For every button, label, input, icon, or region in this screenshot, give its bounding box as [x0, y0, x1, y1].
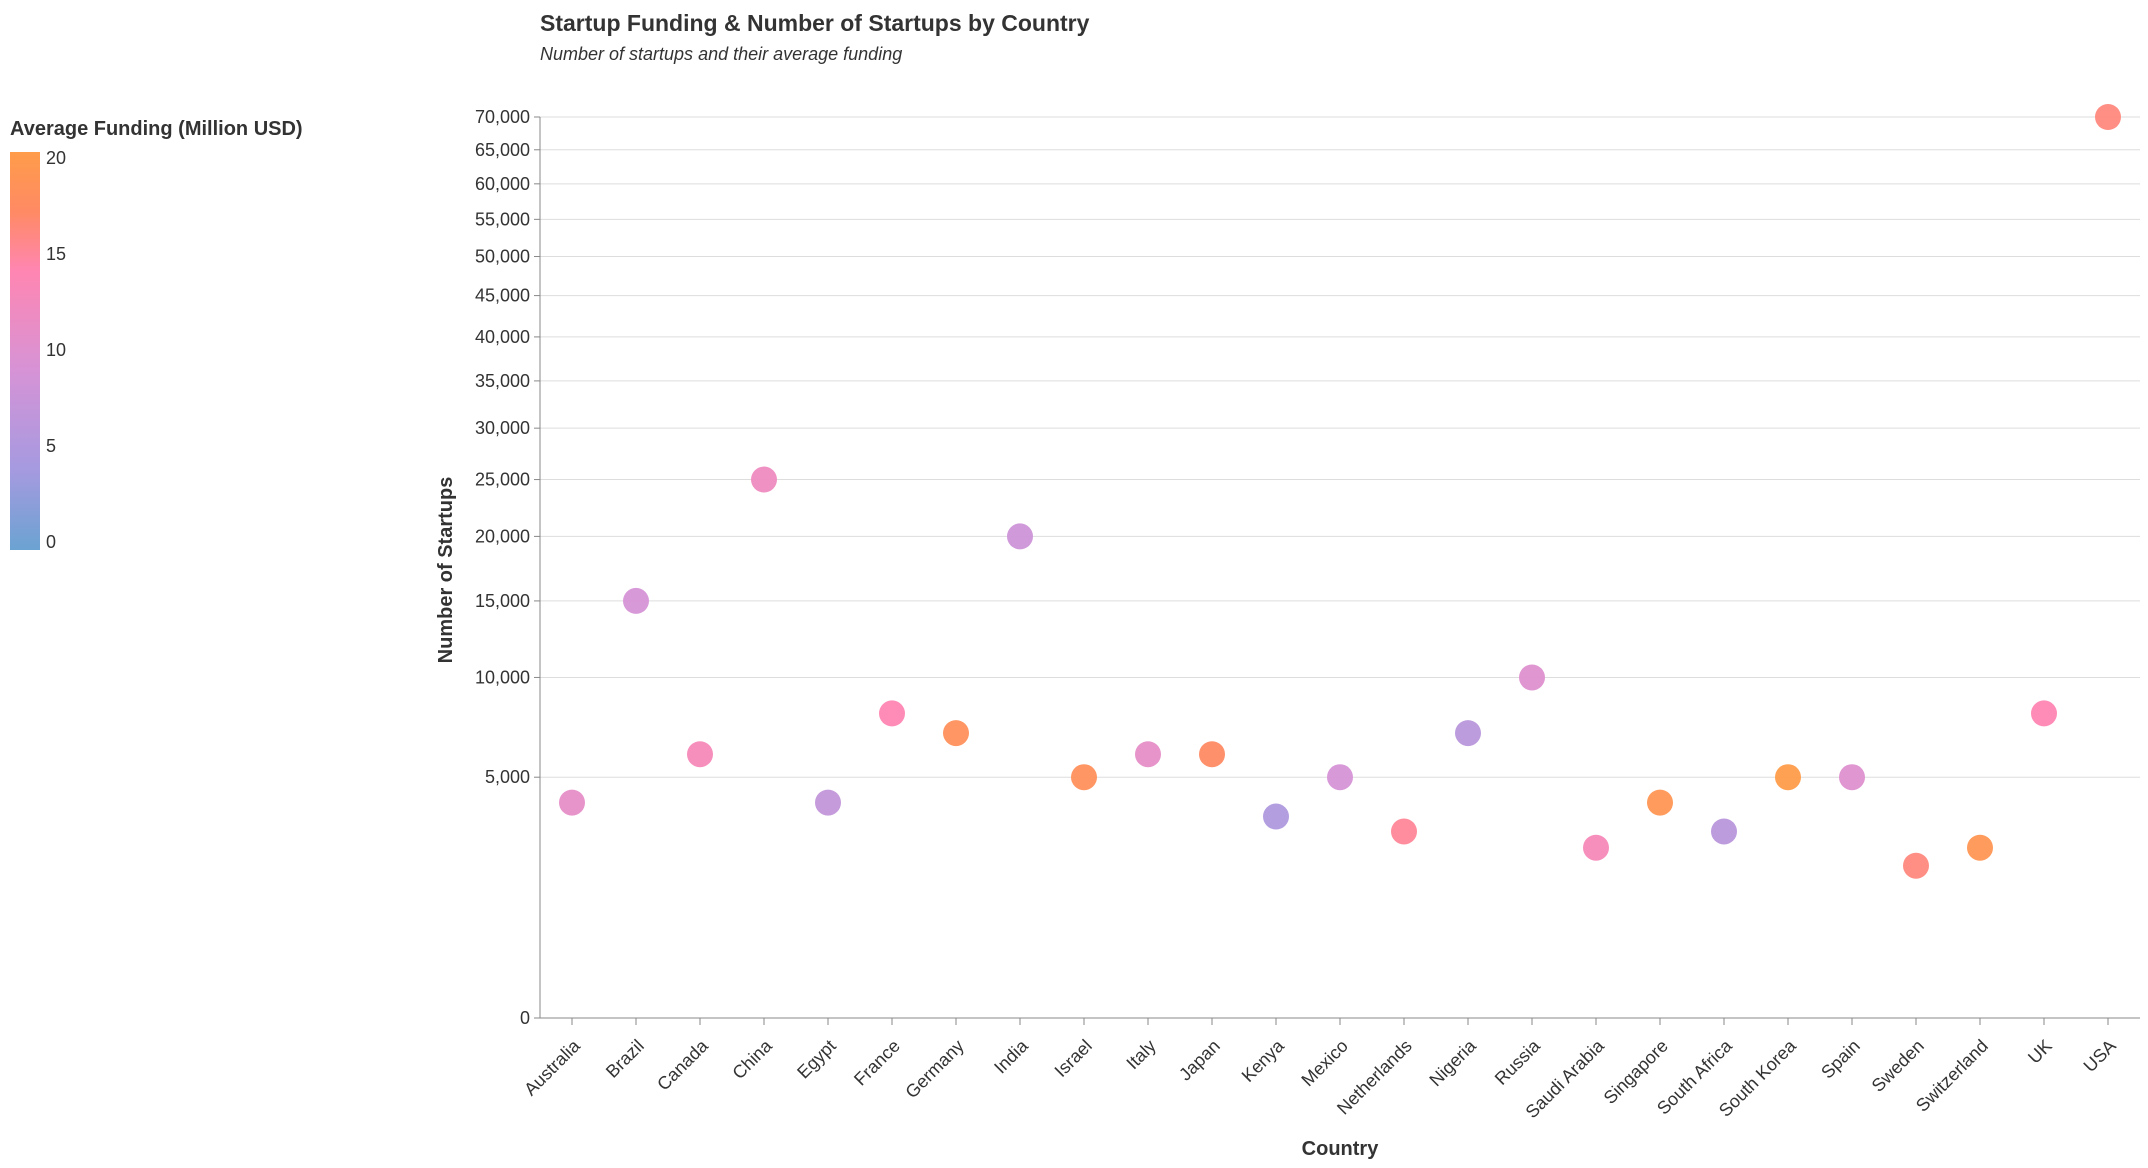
y-tick-label: 60,000 — [475, 174, 530, 194]
data-point[interactable] — [1775, 764, 1801, 791]
data-point[interactable] — [1455, 720, 1481, 747]
chart-subtitle: Number of startups and their average fun… — [540, 44, 902, 64]
x-tick-label: France — [850, 1036, 904, 1090]
legend-title: Average Funding (Million USD) — [10, 118, 303, 140]
data-point[interactable] — [879, 700, 905, 727]
x-tick-label: Israel — [1051, 1036, 1096, 1081]
legend-tick-label: 5 — [46, 436, 56, 456]
x-tick-label: Kenya — [1238, 1035, 1289, 1086]
x-tick-label: Canada — [653, 1035, 712, 1094]
y-tick-label: 20,000 — [475, 526, 530, 546]
data-point[interactable] — [943, 720, 969, 747]
data-point[interactable] — [1327, 764, 1353, 791]
data-point[interactable] — [1519, 664, 1545, 691]
data-point[interactable] — [1967, 834, 1993, 861]
data-point[interactable] — [1583, 834, 1609, 861]
y-axis: 0 5,000 10,000 15,000 20,000 25,000 30,000 35,0… — [475, 107, 541, 1028]
y-tick-label: 70,000 — [475, 107, 530, 127]
data-point[interactable] — [1263, 803, 1289, 830]
x-tick-label: Brazil — [602, 1036, 648, 1082]
data-point[interactable] — [815, 789, 841, 816]
x-tick-label: Australia — [520, 1035, 584, 1099]
data-point[interactable] — [687, 741, 713, 768]
data-point[interactable] — [2031, 700, 2057, 727]
x-axis-title: Country — [1302, 1138, 1380, 1160]
data-point[interactable] — [1903, 852, 1929, 879]
x-tick-label: Mexico — [1297, 1036, 1351, 1090]
data-point[interactable] — [1647, 789, 1673, 816]
color-legend: Average Funding (Million USD) 0 5 10 15 20 — [10, 118, 303, 552]
x-tick-label: Japan — [1175, 1036, 1224, 1085]
y-axis-title: Number of Startups — [435, 477, 457, 664]
y-tick-label: 65,000 — [475, 140, 530, 160]
data-point[interactable] — [1199, 741, 1225, 768]
data-point[interactable] — [1007, 523, 1033, 550]
chart-title: Startup Funding & Number of Startups by … — [540, 10, 1090, 36]
data-point[interactable] — [623, 587, 649, 614]
x-tick-label: Egypt — [793, 1036, 840, 1083]
x-tick-label: USA — [2080, 1036, 2120, 1076]
data-points — [559, 104, 2121, 879]
y-tick-label: 55,000 — [475, 209, 530, 229]
y-tick-label: 0 — [520, 1008, 530, 1028]
x-tick-label: Russia — [1491, 1035, 1545, 1089]
legend-tick-label: 10 — [46, 340, 66, 360]
y-tick-label: 15,000 — [475, 591, 530, 611]
data-point[interactable] — [1135, 741, 1161, 768]
data-point[interactable] — [751, 466, 777, 493]
x-tick-label: China — [728, 1035, 776, 1083]
y-tick-label: 10,000 — [475, 667, 530, 687]
x-tick-label: Germany — [901, 1036, 967, 1102]
y-tick-label: 30,000 — [475, 418, 530, 438]
data-point[interactable] — [1071, 764, 1097, 791]
legend-tick-label: 0 — [46, 532, 56, 552]
data-point[interactable] — [2095, 104, 2121, 130]
x-tick-label: Sweden — [1868, 1036, 1928, 1096]
data-point[interactable] — [559, 789, 585, 816]
y-tick-label: 40,000 — [475, 327, 530, 347]
x-tick-label: Nigeria — [1425, 1035, 1480, 1090]
x-tick-label: Spain — [1817, 1036, 1864, 1083]
legend-tick-label: 15 — [46, 244, 66, 264]
y-gridlines — [540, 116, 2140, 1019]
x-tick-label: UK — [2024, 1036, 2056, 1068]
x-tick-label: Italy — [1122, 1036, 1159, 1073]
y-tick-label: 5,000 — [485, 767, 530, 787]
y-tick-label: 45,000 — [475, 286, 530, 306]
y-tick-label: 50,000 — [475, 247, 530, 267]
data-point[interactable] — [1839, 764, 1865, 791]
legend-gradient-bar — [10, 152, 40, 550]
y-tick-label: 25,000 — [475, 470, 530, 490]
legend-tick-label: 20 — [46, 148, 66, 168]
data-point[interactable] — [1711, 818, 1737, 845]
data-point[interactable] — [1391, 818, 1417, 845]
x-axis: Australia Brazil Canada China Egypt FranceGer… — [520, 1017, 2140, 1122]
x-tick-label: India — [990, 1035, 1032, 1077]
y-tick-label: 35,000 — [475, 371, 530, 391]
